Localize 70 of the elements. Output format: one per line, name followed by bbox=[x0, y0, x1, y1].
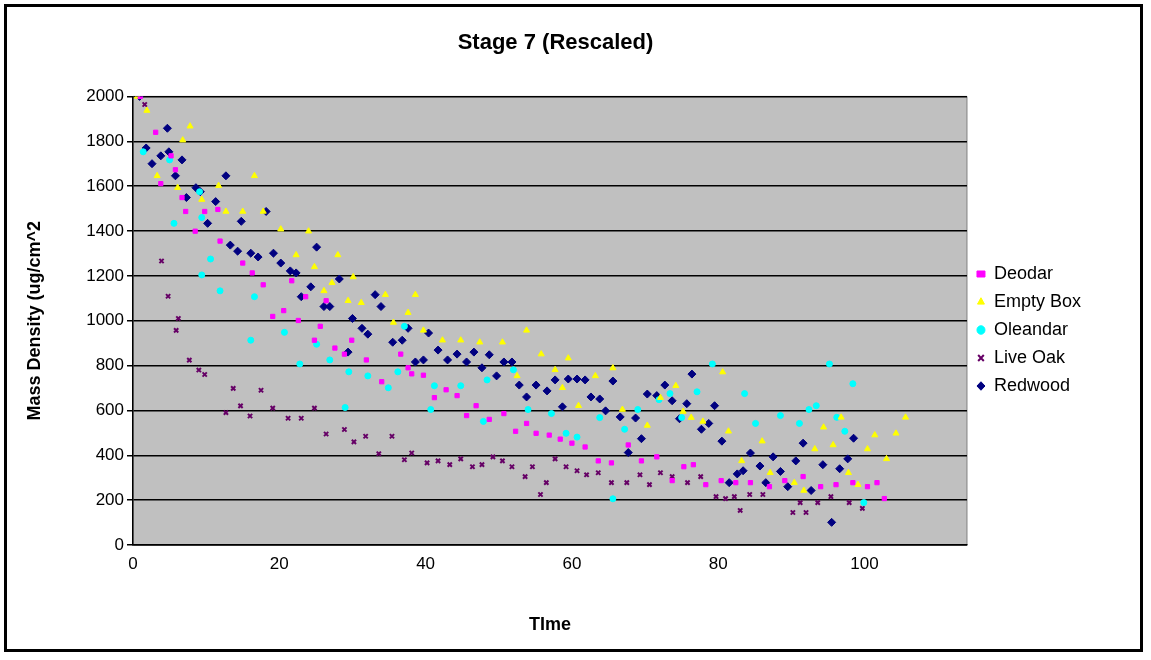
point bbox=[394, 368, 402, 376]
point bbox=[776, 412, 784, 420]
point bbox=[216, 287, 224, 295]
point bbox=[524, 406, 532, 414]
point bbox=[509, 366, 517, 374]
point bbox=[427, 406, 435, 414]
point bbox=[666, 390, 674, 398]
y-tick-label: 1200 bbox=[86, 265, 124, 285]
point bbox=[812, 402, 820, 410]
point bbox=[741, 390, 749, 398]
y-tick-label: 1800 bbox=[86, 130, 124, 150]
point bbox=[250, 293, 258, 301]
point bbox=[841, 427, 849, 435]
point bbox=[621, 425, 629, 433]
point bbox=[752, 419, 760, 427]
y-tick-label: 600 bbox=[95, 400, 124, 420]
point bbox=[562, 429, 570, 437]
point bbox=[596, 414, 604, 422]
point bbox=[825, 360, 833, 368]
point bbox=[384, 384, 392, 392]
point bbox=[170, 219, 178, 227]
x-tick-label: 100 bbox=[850, 553, 879, 573]
point bbox=[341, 404, 349, 411]
point bbox=[573, 433, 581, 441]
point bbox=[795, 419, 803, 427]
point bbox=[479, 417, 487, 425]
chart-title: Stage 7 (Rescaled) bbox=[457, 29, 654, 55]
point bbox=[634, 406, 642, 414]
point bbox=[400, 322, 408, 330]
point bbox=[860, 499, 868, 507]
point bbox=[805, 406, 813, 414]
y-axis-title: Mass Density (ug/cm^2 bbox=[23, 220, 44, 421]
point bbox=[198, 271, 206, 279]
x-tick-label: 80 bbox=[708, 553, 728, 573]
point bbox=[708, 360, 716, 368]
x-tick-label: 0 bbox=[128, 553, 138, 573]
x-axis-title: TIme bbox=[528, 614, 571, 635]
y-tick-label: 1000 bbox=[86, 310, 124, 330]
point bbox=[139, 148, 147, 156]
point bbox=[547, 410, 555, 418]
point bbox=[693, 388, 701, 396]
legend-label: Deodar bbox=[993, 262, 1054, 283]
point bbox=[483, 376, 491, 384]
point bbox=[609, 495, 617, 503]
point bbox=[280, 328, 288, 336]
point bbox=[345, 368, 353, 376]
legend-label: Live Oak bbox=[993, 346, 1066, 367]
legend-label: Oleandar bbox=[993, 318, 1069, 339]
x-tick-label: 60 bbox=[562, 553, 582, 573]
y-tick-label: 200 bbox=[95, 489, 124, 509]
point bbox=[247, 336, 255, 344]
legend-label: Empty Box bbox=[993, 290, 1081, 311]
point bbox=[207, 255, 215, 263]
legend-label: Redwood bbox=[993, 374, 1071, 395]
point bbox=[296, 360, 304, 368]
point bbox=[198, 214, 206, 222]
point bbox=[326, 356, 334, 364]
y-tick-label: 0 bbox=[114, 534, 124, 554]
point bbox=[364, 372, 372, 380]
point bbox=[430, 382, 438, 390]
point bbox=[457, 382, 465, 390]
y-tick-label: 1600 bbox=[86, 175, 124, 195]
y-tick-label: 400 bbox=[95, 444, 124, 464]
point bbox=[849, 380, 857, 388]
y-tick-label: 800 bbox=[95, 355, 124, 375]
x-tick-label: 20 bbox=[269, 553, 289, 573]
x-tick-label: 40 bbox=[416, 553, 436, 573]
y-tick-label: 2000 bbox=[86, 86, 124, 106]
y-tick-label: 1400 bbox=[86, 220, 124, 240]
point bbox=[678, 414, 686, 422]
